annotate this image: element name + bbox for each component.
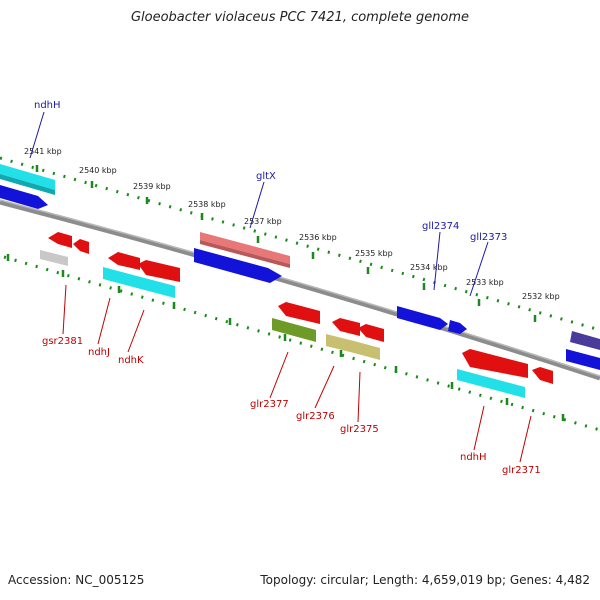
gene-red-glr2376b[interactable] xyxy=(358,324,384,342)
leader-line-gll2374 xyxy=(434,232,440,290)
gene-red-small-1[interactable] xyxy=(48,232,72,248)
gene-label[interactable]: ndhH xyxy=(34,100,61,111)
gene-label[interactable]: ndhK xyxy=(118,355,144,366)
tick-label: 2540 kbp xyxy=(79,166,117,175)
leader-line-ndhJ xyxy=(98,298,110,344)
gene-label[interactable]: gltX xyxy=(256,171,276,182)
gene-label[interactable]: glr2377 xyxy=(250,399,289,410)
genome-summary: Topology: circular; Length: 4,659,019 bp… xyxy=(260,573,590,587)
upper-dotted-scale xyxy=(0,158,600,330)
gene-red-ndhJ[interactable] xyxy=(108,252,140,270)
leader-line-ndhK xyxy=(128,310,144,352)
gene-label[interactable]: glr2376 xyxy=(296,411,335,422)
tick-label: 2533 kbp xyxy=(466,278,504,287)
gene-label[interactable]: ndhJ xyxy=(88,347,110,358)
tick-label: 2541 kbp xyxy=(24,147,62,156)
gene-gsr2381[interactable] xyxy=(40,250,68,266)
tick-label: 2534 kbp xyxy=(410,263,448,272)
leader-line-glr2375 xyxy=(358,372,360,422)
gene-red-glr2376a[interactable] xyxy=(332,318,360,336)
gene-red-glr2371[interactable] xyxy=(532,367,553,384)
leader-line-ndhH-bottom xyxy=(474,406,484,450)
gene-label[interactable]: gsr2381 xyxy=(42,336,83,347)
leader-line-glr2371 xyxy=(520,416,531,462)
gene-label[interactable]: glr2375 xyxy=(340,424,379,435)
gene-label[interactable]: gll2373 xyxy=(470,232,507,243)
leader-line-gll2373 xyxy=(470,242,488,296)
accession-label: Accession: NC_005125 xyxy=(8,573,144,587)
tick-label: 2532 kbp xyxy=(522,292,560,301)
gene-red-glr2377a[interactable] xyxy=(278,302,320,324)
gene-label[interactable]: gll2374 xyxy=(422,221,459,232)
tick-label: 2538 kbp xyxy=(188,200,226,209)
tick-label: 2539 kbp xyxy=(133,182,171,191)
genome-map: 2541 kbp 2540 kbp 2539 kbp 2538 kbp 2537… xyxy=(0,0,600,600)
tick-label: 2536 kbp xyxy=(299,233,337,242)
gene-red-small-2[interactable] xyxy=(73,239,89,254)
tick-label: 2537 kbp xyxy=(244,217,282,226)
gene-label[interactable]: ndhH xyxy=(460,452,487,463)
gene-label[interactable]: glr2371 xyxy=(502,465,541,476)
tick-label: 2535 kbp xyxy=(355,249,393,258)
gene-gll2374[interactable] xyxy=(397,306,448,330)
leader-line-glr2377 xyxy=(270,352,288,398)
leader-line-gsr2381 xyxy=(63,285,66,334)
gene-glr2377[interactable] xyxy=(272,318,316,342)
leader-line-glr2376 xyxy=(315,366,334,408)
gene-indigo-right[interactable] xyxy=(570,331,600,350)
gene-glr2375[interactable] xyxy=(354,341,380,360)
upper-major-ticks xyxy=(37,165,535,322)
upper-strand-genes xyxy=(0,164,600,370)
lower-strand-genes xyxy=(40,232,553,398)
